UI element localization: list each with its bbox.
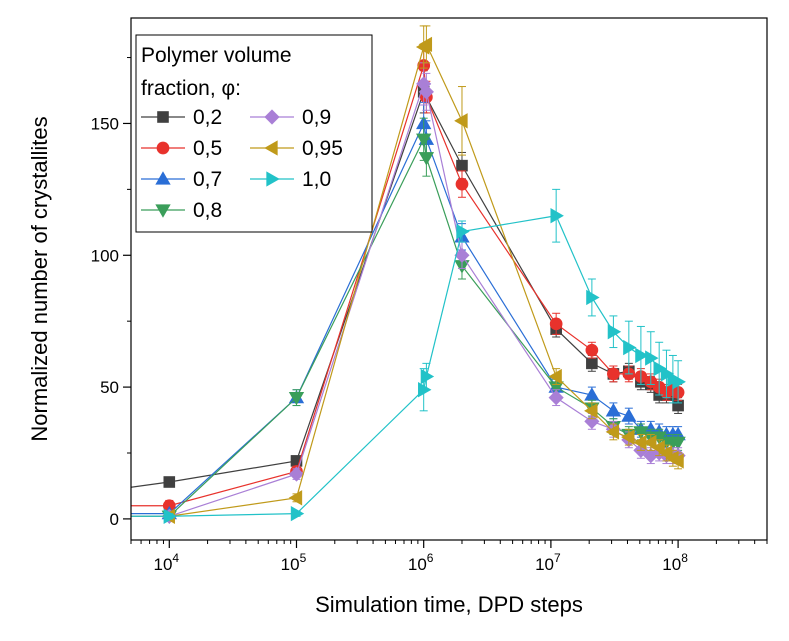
legend-entry: 0,7 — [141, 168, 222, 191]
data-point — [584, 403, 598, 419]
data-point — [623, 339, 637, 356]
data-point — [418, 84, 434, 100]
legend-label: 0,8 — [193, 199, 222, 222]
x-tick-label: 107 — [535, 551, 561, 574]
data-point — [290, 505, 305, 522]
x-tick-label: 104 — [153, 551, 179, 574]
data-point — [288, 391, 305, 406]
legend-label: 0,5 — [193, 137, 222, 160]
data-point — [586, 289, 600, 306]
legend-title-line2: fraction, φ: — [141, 77, 241, 100]
x-tick-label: 106 — [408, 551, 434, 574]
legend-label: 0,95 — [302, 137, 343, 160]
plot-area — [131, 25, 686, 525]
legend-marker — [155, 204, 171, 218]
data-point — [635, 347, 649, 364]
legend-box — [135, 34, 373, 233]
data-point — [672, 374, 686, 390]
legend-label: 0,7 — [193, 168, 222, 191]
y-tick-label: 0 — [110, 510, 119, 529]
legend-marker — [157, 111, 169, 123]
legend-entry: 1,0 — [250, 168, 331, 191]
data-point — [418, 36, 433, 53]
data-point — [418, 382, 432, 398]
data-point — [456, 159, 468, 172]
data-point — [605, 424, 620, 440]
data-point — [584, 413, 600, 429]
data-point — [605, 403, 622, 417]
legend-entry: 0,8 — [141, 199, 222, 222]
y-tick-label: 150 — [91, 114, 119, 133]
y-axis-title: Normalized number of crystallites — [27, 116, 52, 441]
data-point — [456, 223, 470, 240]
legend-label: 1,0 — [302, 168, 331, 191]
legend-entry: 0,95 — [250, 137, 343, 160]
y-tick-label: 100 — [91, 246, 119, 265]
legend-marker — [264, 140, 278, 156]
data-point — [550, 208, 564, 224]
data-point — [454, 113, 468, 129]
series-0-95 — [131, 25, 684, 524]
data-point — [548, 368, 562, 385]
data-point — [651, 440, 665, 456]
series-layer — [131, 25, 686, 525]
data-point — [163, 476, 176, 488]
data-point — [670, 436, 686, 451]
data-point — [416, 133, 432, 148]
legend-label: 0,9 — [302, 106, 331, 129]
data-point — [607, 367, 620, 381]
legend-marker — [264, 109, 280, 125]
data-point — [643, 434, 657, 451]
data-point — [653, 360, 667, 377]
data-point — [585, 343, 599, 357]
data-point — [288, 490, 303, 506]
data-point — [621, 408, 637, 422]
data-point — [670, 453, 684, 469]
data-point — [420, 368, 435, 385]
legend: Polymer volume fraction, φ: 0,2 0,5 0,7 0,8… — [135, 34, 373, 233]
legend-marker — [155, 171, 171, 185]
x-axis-title: Simulation time, DPD steps — [315, 592, 583, 617]
legend-marker — [156, 141, 170, 155]
data-point — [548, 390, 564, 406]
legend-entry: 0,5 — [141, 137, 222, 160]
legend-entry: 0,2 — [141, 106, 222, 129]
data-point — [549, 317, 563, 331]
y-tick-label: 50 — [100, 378, 119, 397]
data-point — [288, 466, 305, 482]
x-tick-label: 105 — [281, 551, 307, 574]
legend-entries: 0,2 0,5 0,7 0,8 0,9 0,95 1,0 — [141, 106, 343, 222]
legend-title-line1: Polymer volume — [141, 44, 292, 67]
legend-entry: 0,9 — [250, 106, 331, 129]
series-1-0 — [131, 188, 686, 524]
data-point — [621, 429, 635, 445]
legend-marker — [266, 171, 280, 187]
data-point — [163, 508, 178, 524]
data-point — [455, 177, 469, 191]
axes-layer: 104 105 106 107 108 0 50 100 150 — [91, 57, 768, 574]
legend-label: 0,2 — [193, 106, 222, 129]
data-point — [586, 357, 598, 370]
plot-frame — [130, 17, 768, 541]
x-tick-label: 108 — [662, 551, 688, 574]
data-point — [418, 152, 435, 166]
data-point — [645, 350, 659, 366]
data-point — [607, 324, 622, 340]
